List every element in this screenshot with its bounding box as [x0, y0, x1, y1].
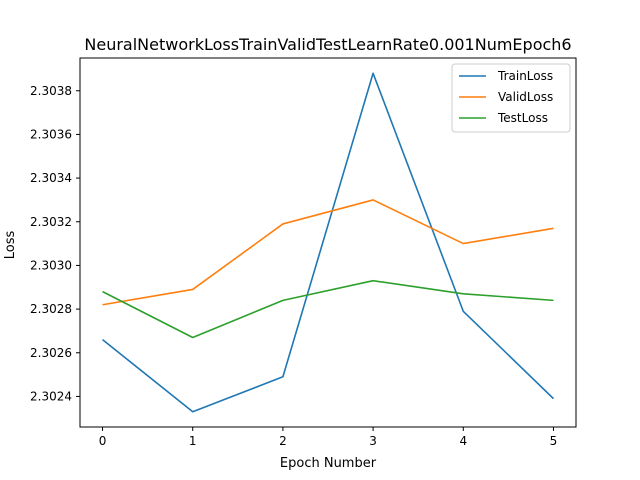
y-axis-ticks: 2.3024 2.3026 2.3028 2.3030 2.3032 2.3034 2.30… [30, 84, 80, 403]
x-axis-ticks: 0 1 2 3 4 5 [99, 427, 558, 448]
legend-box [451, 63, 571, 133]
y-tick-label: 2.3030 [30, 258, 72, 272]
series-lines [102, 72, 555, 413]
series-line-testloss [102, 279, 554, 339]
y-tick-label: 2.3036 [30, 127, 72, 141]
legend-label-trainloss: TrainLoss [497, 69, 553, 83]
legend-label-testloss: TestLoss [497, 111, 548, 125]
x-tick-label: 1 [189, 434, 197, 448]
legend: TrainLoss ValidLoss TestLoss [451, 63, 571, 133]
y-tick-label: 2.3024 [30, 389, 72, 403]
x-tick-label: 2 [279, 434, 287, 448]
legend-label-validloss: ValidLoss [498, 90, 553, 104]
plot-area-frame [79, 57, 577, 428]
y-tick-label: 2.3032 [30, 215, 72, 229]
chart-title: NeuralNetworkLossTrainValidTestLearnRate… [84, 35, 571, 54]
x-tick-label: 4 [459, 434, 467, 448]
series-line-validloss [102, 199, 554, 306]
series-line-trainloss [102, 72, 555, 413]
x-tick-label: 3 [369, 434, 377, 448]
x-tick-label: 5 [550, 434, 558, 448]
y-tick-label: 2.3026 [30, 346, 72, 360]
x-tick-label: 0 [99, 434, 107, 448]
y-tick-label: 2.3028 [30, 302, 72, 316]
x-axis-label: Epoch Number [280, 456, 377, 471]
y-tick-label: 2.3034 [30, 171, 72, 185]
y-axis-label: Loss [3, 231, 18, 260]
y-tick-label: 2.3038 [30, 84, 72, 98]
